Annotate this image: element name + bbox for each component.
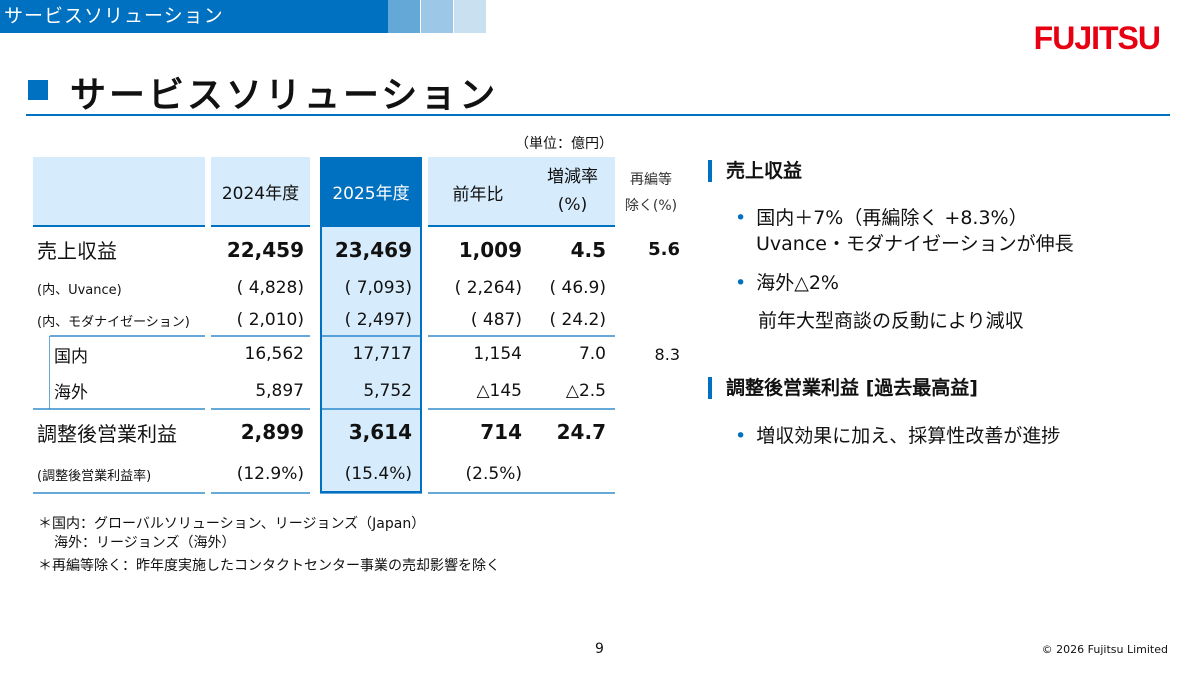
heading-profit: 調整後営業利益 [過去最高益] — [708, 377, 978, 399]
row-divider — [428, 335, 615, 337]
copyright: © 2026 Fujitsu Limited — [1041, 643, 1168, 656]
header-excl-line2: 除く(%) — [624, 198, 678, 214]
cell-y2025: 3,614 — [348, 420, 412, 444]
bullet-text: 増収効果に加え、採算性改善が進捗 — [756, 425, 1061, 447]
note: 海外：リージョンズ（海外） — [54, 535, 236, 551]
bullet-text: 海外△2% — [756, 272, 839, 294]
section-bar: サービスソリューション — [0, 0, 388, 33]
cell-yoy: △145 — [476, 380, 522, 401]
cell-yoy: 1,009 — [458, 237, 522, 262]
header-excl-line1: 再編等 — [630, 172, 672, 188]
cell-yoy: 714 — [480, 420, 522, 444]
row-label: (調整後営業利益率) — [37, 468, 152, 484]
cell-ex — [618, 455, 680, 493]
cell-y2025: 5,752 — [363, 380, 412, 401]
bullet: • 国内＋7%（再編除く +8.3%） — [735, 207, 1028, 229]
row-label: 海外 — [54, 383, 88, 403]
cell-y2024: 5,897 — [255, 380, 304, 401]
row-divider — [33, 492, 205, 494]
cell-y2024: (12.9%) — [236, 464, 304, 484]
header-rate-line2: (%) — [557, 195, 588, 215]
title-square-icon — [28, 80, 48, 100]
cell-y2024: 2,899 — [240, 420, 304, 444]
row-divider — [211, 492, 310, 494]
cell-yoy: ( 487) — [470, 310, 522, 330]
cell-ex: 8.3 — [654, 344, 680, 364]
cell-rate: ( 24.2) — [549, 310, 606, 330]
cell-ex: 5.6 — [648, 239, 680, 260]
cell-y2025: ( 7,093) — [344, 278, 412, 298]
header-excl: 再編等除く(%) — [618, 167, 684, 219]
cell-y2024: 16,562 — [244, 344, 304, 364]
cell-y2024: ( 2,010) — [236, 310, 304, 330]
row-label: (内、Uvance) — [37, 282, 122, 298]
cell-yoy: 1,154 — [473, 344, 522, 364]
header-2024: 2024年度 — [211, 157, 310, 227]
row-divider — [211, 408, 310, 410]
cell-rate — [530, 455, 606, 493]
bullet-text: 国内＋7%（再編除く +8.3%） — [756, 207, 1028, 229]
cell-rate: 4.5 — [570, 237, 606, 262]
row-label: 売上収益 — [37, 239, 117, 263]
deco-square — [454, 0, 486, 33]
page-number: 9 — [595, 641, 604, 657]
cell-ex — [618, 372, 680, 409]
row-divider — [320, 335, 422, 337]
heading-revenue: 売上収益 — [708, 160, 802, 182]
page-title: サービスソリューション — [70, 75, 499, 116]
bullet-cont: Uvance・モダナイゼーションが伸長 — [756, 233, 1074, 255]
bullet-cont: 前年大型商談の反動により減収 — [758, 310, 1024, 332]
header-2025: 2025年度 — [320, 157, 422, 227]
cell-rate: 7.0 — [578, 344, 606, 364]
row-divider — [320, 408, 422, 410]
row-divider — [428, 492, 615, 494]
row-label: 調整後営業利益 — [37, 421, 177, 446]
indent-line — [49, 336, 50, 409]
deco-square — [388, 0, 420, 33]
title-rule — [26, 114, 1170, 116]
cell-rate: ( 46.9) — [549, 278, 606, 298]
header-yoy-bg — [428, 157, 615, 227]
row-divider — [211, 335, 310, 337]
deco-square — [421, 0, 453, 33]
fujitsu-logo: FUJITSU — [1033, 20, 1161, 56]
note: ＊国内：グローバルソリューション、リージョンズ（Japan） — [38, 516, 426, 532]
cell-ex — [618, 272, 680, 304]
header-rate: 増減率 (%) — [530, 163, 615, 219]
cell-y2025: (15.4%) — [344, 464, 412, 484]
bullet: • 海外△2% — [735, 272, 839, 294]
row-divider — [33, 408, 205, 410]
cell-y2024: 22,459 — [226, 237, 304, 262]
row-divider — [320, 492, 422, 494]
row-divider — [428, 408, 615, 410]
header-rate-line1: 増減率 — [547, 167, 598, 187]
cell-ex — [618, 304, 680, 336]
header-blank — [33, 157, 205, 227]
row-label: 国内 — [54, 346, 88, 367]
note: ＊再編等除く：昨年度実施したコンタクトセンター事業の売却影響を除く — [38, 558, 500, 574]
header-yoy: 前年比 — [452, 184, 504, 205]
cell-yoy: (2.5%) — [465, 464, 522, 484]
cell-yoy: ( 2,264) — [454, 278, 522, 298]
cell-y2025: 17,717 — [352, 344, 412, 364]
unit-label: （単位：億円） — [515, 136, 613, 152]
row-label: (内、モダナイゼーション) — [37, 314, 190, 330]
cell-ex — [618, 409, 680, 455]
cell-rate: △2.5 — [565, 380, 606, 401]
cell-y2025: ( 2,497) — [344, 310, 412, 330]
cell-y2024: ( 4,828) — [236, 278, 304, 298]
cell-rate: 24.7 — [556, 420, 606, 444]
bullet: • 増収効果に加え、採算性改善が進捗 — [735, 425, 1061, 447]
cell-y2025: 23,469 — [334, 237, 412, 262]
